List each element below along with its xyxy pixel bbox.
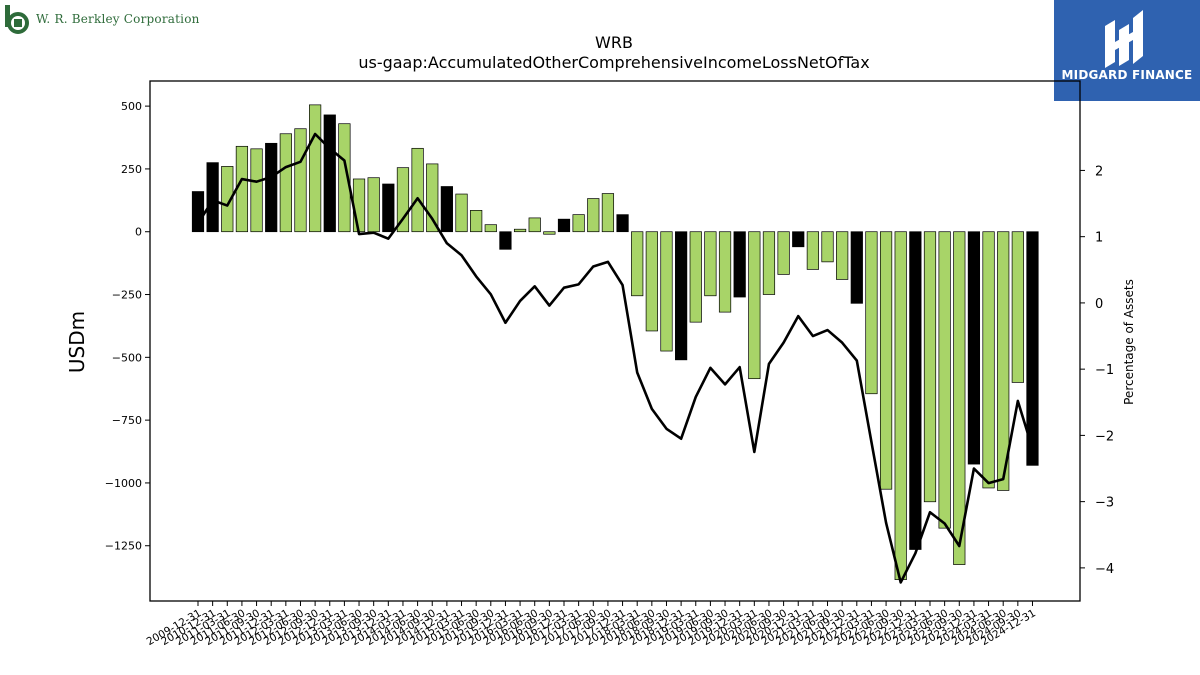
bar-2010-12-31 bbox=[250, 148, 263, 233]
bar-series bbox=[191, 104, 1039, 580]
bar-2014-09-30 bbox=[470, 210, 483, 233]
bar-2022-09-30 bbox=[938, 231, 951, 529]
bar-2023-03-31 bbox=[967, 231, 981, 465]
bar-2013-06-30 bbox=[396, 167, 410, 233]
y-tick-label: −1000 bbox=[105, 477, 142, 490]
y2-tick-label: 2 bbox=[1095, 164, 1103, 179]
bar-2015-09-30 bbox=[528, 217, 541, 233]
bar-2023-12-31 bbox=[1011, 231, 1024, 383]
bar-2020-12-31 bbox=[836, 231, 849, 280]
y2-axis: 2 1 0 −1 −2 −3 −4 bbox=[1080, 164, 1114, 577]
berkley-b-icon bbox=[5, 5, 29, 34]
chart-title: WRB bbox=[595, 33, 633, 52]
midgard-m-icon bbox=[1105, 10, 1143, 68]
bar-2021-06-30 bbox=[865, 231, 878, 395]
bar-2023-09-30 bbox=[997, 231, 1010, 491]
y-tick-label: 0 bbox=[135, 226, 142, 239]
y2-tick-label: 0 bbox=[1095, 297, 1103, 312]
bar-2022-06-30 bbox=[923, 231, 937, 503]
y2-axis-label: Percentage of Assets bbox=[1122, 279, 1136, 405]
bar-2018-09-30 bbox=[704, 231, 717, 297]
y2-tick-label: −3 bbox=[1095, 496, 1114, 511]
publisher-name: MIDGARD FINANCE bbox=[1061, 68, 1193, 82]
bar-2013-12-31 bbox=[426, 163, 439, 233]
bar-2024-03-31 bbox=[1026, 231, 1039, 466]
x-axis: 2009-12-312010-12-312011-03-312011-06-30… bbox=[145, 601, 1038, 648]
bar-2017-06-30 bbox=[631, 231, 644, 297]
line-series bbox=[196, 132, 1034, 584]
bar-2011-03-31 bbox=[265, 142, 278, 233]
bar-2015-06-30 bbox=[513, 228, 527, 233]
y2-tick-label: 1 bbox=[1095, 231, 1103, 246]
bar-2014-06-30 bbox=[455, 193, 468, 233]
bar-2010-06-30 bbox=[221, 166, 234, 233]
bar-2016-03-31 bbox=[557, 218, 571, 233]
bar-2023-06-30 bbox=[982, 231, 995, 489]
bar-2020-03-31 bbox=[792, 231, 805, 248]
bar-2019-06-30 bbox=[748, 231, 761, 380]
bar-2016-09-30 bbox=[587, 198, 600, 233]
bar-2022-03-31 bbox=[909, 231, 922, 550]
bar-2019-03-31 bbox=[733, 231, 746, 298]
bar-2022-12-31 bbox=[953, 231, 966, 565]
bar-2021-12-31 bbox=[894, 231, 907, 580]
bar-2015-03-31 bbox=[499, 231, 512, 250]
plot-frame bbox=[149, 80, 1081, 602]
bar-2012-09-30 bbox=[352, 178, 366, 233]
bar-2011-06-30 bbox=[279, 133, 292, 233]
bar-2012-12-31 bbox=[367, 177, 380, 233]
bar-2016-12-31 bbox=[601, 193, 615, 233]
bar-2015-12-31 bbox=[543, 231, 556, 235]
bar-2013-09-30 bbox=[411, 147, 424, 233]
bar-2011-09-30 bbox=[294, 128, 307, 233]
bar-2019-09-30 bbox=[762, 231, 776, 295]
bar-2017-09-30 bbox=[645, 231, 658, 332]
bar-2019-12-31 bbox=[777, 231, 790, 275]
y2-tick-label: −1 bbox=[1095, 363, 1114, 378]
bar-2010-09-30 bbox=[235, 145, 249, 233]
bar-2013-03-31 bbox=[382, 183, 395, 233]
bar-2020-09-30 bbox=[821, 231, 834, 263]
bar-2020-06-30 bbox=[806, 231, 819, 270]
y2-tick-label: −4 bbox=[1095, 562, 1114, 577]
bar-2021-09-30 bbox=[879, 231, 893, 490]
y-tick-label: 500 bbox=[121, 100, 142, 113]
bar-2010-03-31 bbox=[206, 162, 219, 233]
berkley-logo: W. R. Berkley Corporation bbox=[4, 4, 200, 34]
y-tick-label: −500 bbox=[112, 351, 142, 364]
bar-2012-03-31 bbox=[323, 114, 336, 233]
company-name: W. R. Berkley Corporation bbox=[36, 12, 200, 26]
midgard-finance-logo: MIDGARD FINANCE bbox=[1054, 0, 1200, 101]
y-tick-label: −250 bbox=[112, 289, 142, 302]
bar-2018-06-30 bbox=[689, 231, 702, 323]
bar-2018-03-31 bbox=[675, 231, 688, 361]
bar-2011-12-31 bbox=[309, 104, 322, 233]
bar-2021-03-31 bbox=[850, 231, 863, 304]
y-axis: 500 250 0 −250 −500 −750 −1000 −1250 bbox=[105, 100, 150, 553]
y-axis-label: USDm bbox=[65, 311, 89, 373]
y-tick-label: −750 bbox=[112, 414, 142, 427]
bar-2017-12-31 bbox=[660, 231, 673, 352]
bar-2014-12-31 bbox=[484, 224, 497, 233]
y-tick-label: 250 bbox=[121, 163, 142, 176]
bar-2017-03-31 bbox=[616, 214, 629, 233]
y-tick-label: −1250 bbox=[105, 540, 142, 553]
bar-2018-12-31 bbox=[718, 231, 732, 313]
chart-subtitle: us-gaap:AccumulatedOtherComprehensiveInc… bbox=[358, 53, 869, 72]
bar-2012-06-30 bbox=[338, 123, 351, 233]
line-path bbox=[196, 132, 1034, 584]
y2-tick-label: −2 bbox=[1095, 429, 1114, 444]
bar-2014-03-31 bbox=[440, 186, 453, 233]
bar-2009-12-31 bbox=[191, 191, 205, 233]
bar-2016-06-30 bbox=[572, 214, 585, 233]
